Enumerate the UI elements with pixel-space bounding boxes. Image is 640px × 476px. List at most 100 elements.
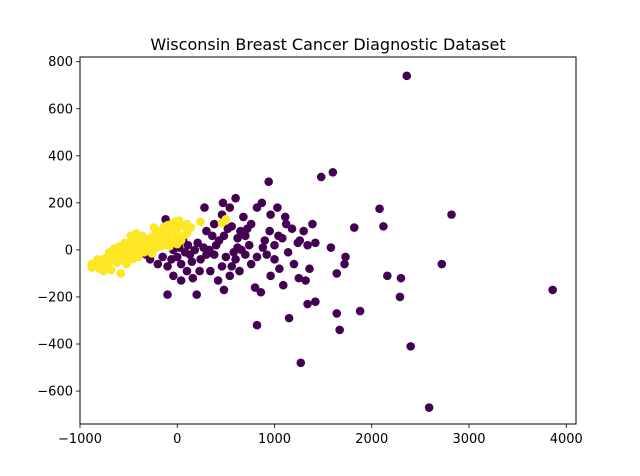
data-point	[246, 259, 256, 269]
data-point	[218, 198, 228, 208]
data-point	[149, 223, 159, 232]
data-point	[182, 229, 192, 238]
data-point	[305, 264, 314, 274]
data-point	[355, 306, 365, 316]
data-point	[311, 238, 320, 248]
y-axis-ticks: −600 −400 −200 0 200 400 600 800	[37, 55, 80, 400]
y-tick-label: −200	[37, 290, 73, 305]
data-point	[332, 309, 342, 318]
data-point	[262, 250, 272, 259]
data-point	[239, 212, 248, 222]
data-point	[233, 233, 242, 243]
data-point	[195, 266, 204, 276]
data-point	[270, 240, 279, 250]
data-point	[273, 203, 282, 212]
data-point	[379, 222, 388, 231]
data-point	[275, 264, 284, 274]
data-point	[229, 247, 238, 257]
data-point	[289, 259, 299, 269]
data-point	[163, 290, 172, 299]
data-point	[349, 223, 359, 232]
data-point	[258, 243, 268, 252]
data-point	[250, 283, 260, 292]
data-point	[308, 219, 317, 229]
data-point	[167, 255, 176, 264]
data-point	[278, 280, 288, 290]
data-point	[296, 358, 306, 368]
data-point	[221, 215, 231, 224]
data-point	[187, 257, 197, 266]
data-point	[227, 262, 237, 271]
data-point	[375, 204, 384, 214]
y-tick-label: 800	[48, 55, 73, 70]
data-point	[202, 226, 211, 236]
y-tick-label: −400	[37, 338, 73, 353]
data-point	[206, 266, 215, 276]
data-point	[281, 219, 291, 229]
data-point	[132, 229, 141, 238]
data-point	[266, 271, 275, 281]
y-tick-label: 0	[65, 243, 73, 258]
data-point	[447, 210, 456, 219]
data-point	[120, 238, 130, 248]
data-point	[163, 262, 172, 271]
x-tick-label: 2000	[355, 432, 388, 447]
data-point	[153, 259, 163, 269]
data-point	[199, 243, 208, 252]
data-point	[219, 285, 229, 295]
data-point	[193, 238, 202, 248]
data-point	[221, 252, 231, 262]
x-tick-label: −1000	[58, 432, 102, 447]
data-point	[176, 276, 186, 285]
data-point	[157, 238, 166, 248]
data-point	[176, 259, 186, 269]
data-point	[169, 271, 178, 281]
data-point	[395, 292, 405, 302]
y-tick-label: 200	[48, 196, 73, 211]
data-point	[196, 255, 205, 264]
data-point	[158, 252, 167, 262]
data-point	[225, 203, 235, 212]
data-point	[341, 252, 350, 262]
data-point	[252, 203, 262, 212]
data-point	[332, 269, 342, 278]
data-point	[548, 285, 557, 295]
data-point	[294, 273, 304, 283]
data-point	[176, 236, 186, 245]
data-point	[437, 259, 447, 269]
data-point	[217, 262, 227, 271]
plot-frame	[79, 56, 577, 425]
data-point	[303, 299, 312, 309]
data-point	[293, 238, 303, 248]
data-point	[270, 255, 279, 264]
data-point	[231, 193, 240, 203]
data-point	[264, 177, 273, 186]
data-point	[244, 240, 254, 250]
data-point	[383, 271, 392, 281]
data-point	[335, 325, 344, 335]
chart-title: Wisconsin Breast Cancer Diagnostic Datas…	[150, 35, 505, 54]
x-tick-label: 1000	[258, 432, 291, 447]
data-point	[252, 320, 262, 330]
data-point	[303, 240, 312, 250]
data-point	[235, 266, 244, 276]
data-point	[99, 266, 108, 276]
data-point	[165, 242, 174, 251]
data-point	[196, 217, 205, 226]
data-point	[241, 231, 250, 241]
data-point	[424, 403, 434, 412]
data-point	[231, 255, 240, 264]
data-point	[406, 342, 415, 351]
x-tick-label: 3000	[452, 432, 485, 447]
data-point	[192, 290, 202, 299]
data-point	[316, 172, 326, 182]
data-point	[116, 269, 126, 278]
data-point	[256, 287, 266, 297]
data-point	[213, 276, 223, 285]
data-point	[287, 224, 297, 234]
data-point	[299, 226, 308, 236]
x-axis-ticks: −1000 0 1000 2000 3000 4000	[58, 424, 583, 447]
data-point	[280, 212, 290, 222]
data-point	[106, 265, 116, 275]
